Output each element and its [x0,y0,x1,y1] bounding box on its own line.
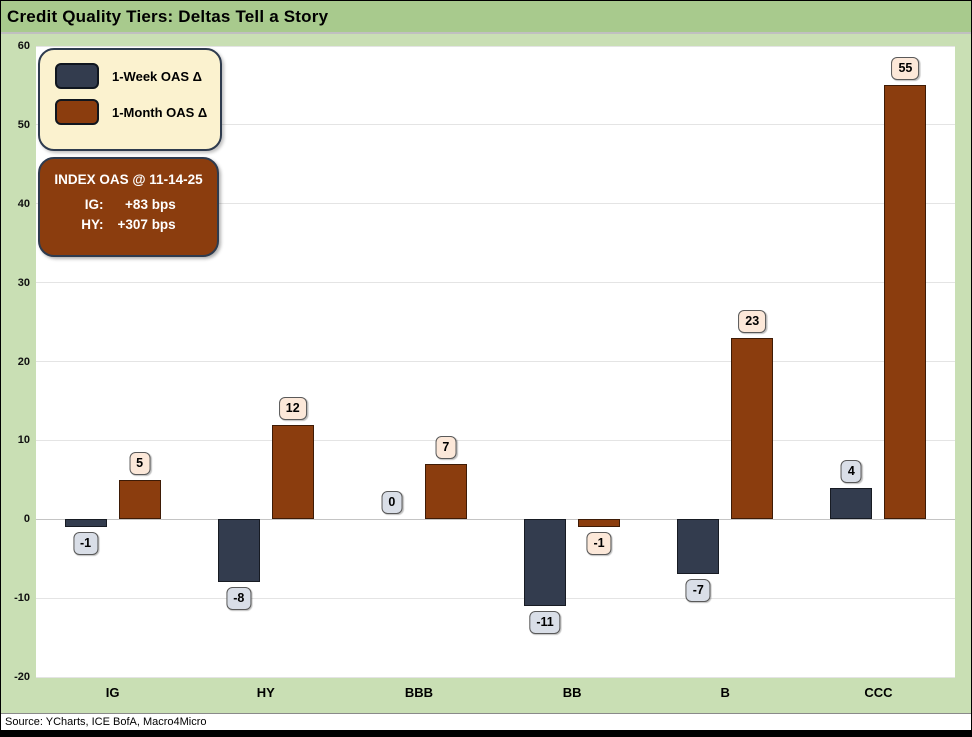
hy-oas-value: +307 bps [117,217,176,232]
x-axis-label-BB: BB [562,685,582,700]
month-series-swatch [55,99,99,125]
y-tick-label-30: 30 [17,276,30,289]
ig-oas-value: +83 bps [125,197,176,212]
bar-month-B [731,337,774,520]
x-axis-label-BBB: BBB [404,685,433,700]
value-label-week-BBB: 0 [381,491,403,515]
source-text: Source: YCharts, ICE BofA, Macro4Micro [5,716,207,728]
gridline-0 [36,518,955,520]
y-tick-label-50: 50 [17,118,30,131]
legend-label-month: 1-Month OAS Δ [112,104,208,120]
title-bar: Credit Quality Tiers: Deltas Tell a Stor… [1,1,971,34]
week-series-swatch [55,63,99,89]
y-tick-label-60: 60 [17,40,30,52]
ig-oas-label: IG: [84,197,104,212]
bar-week-B [677,519,720,575]
value-label-month-BBB: 7 [435,436,457,460]
gridline--10 [36,597,955,599]
bar-month-BB [578,519,621,528]
gridline-50 [36,124,955,126]
y-tick-label-20: 20 [17,355,30,368]
gridline-10 [36,439,955,441]
value-label-week-IG: -1 [73,532,99,556]
y-tick-label-10: 10 [17,434,30,447]
value-label-week-B: -7 [685,579,711,603]
chart-title: Credit Quality Tiers: Deltas Tell a Stor… [7,6,329,26]
legend-item-week: 1-Week OAS Δ [55,63,220,89]
y-tick-label--10: -10 [14,592,30,605]
legend-item-month: 1-Month OAS Δ [55,99,220,125]
bar-month-CCC [884,85,927,520]
value-label-month-B: 23 [738,309,767,333]
value-label-month-HY: 12 [278,396,307,420]
y-tick-label-0: 0 [23,513,30,526]
gridline-30 [36,282,955,284]
index-oas-heading: INDEX OAS @ 11-14-25 [54,172,203,187]
value-label-week-CCC: 4 [840,459,862,483]
source-strip: Source: YCharts, ICE BofA, Macro4Micro [1,713,971,730]
value-label-week-HY: -8 [226,587,252,611]
value-label-month-IG: 5 [129,451,151,475]
gridline-20 [36,361,955,362]
gridline-60 [36,45,955,47]
legend: 1-Week OAS Δ 1-Month OAS Δ [38,48,222,151]
value-label-month-BB: -1 [586,532,612,556]
value-label-month-CCC: 55 [891,57,920,81]
x-axis-label-HY: HY [256,685,275,700]
y-tick-label-40: 40 [17,197,30,210]
value-label-week-BB: -11 [529,611,561,634]
bar-week-BB [524,519,567,606]
x-axis-label-B: B [720,685,730,700]
bar-month-IG [118,479,161,520]
bar-month-HY [271,424,314,520]
bar-week-CCC [830,487,873,520]
hy-oas-label: HY: [81,217,104,232]
y-tick-label--20: -20 [14,671,30,683]
gridline--20 [36,676,955,678]
index-oas-callout: INDEX OAS @ 11-14-25 IG: +83 bps HY: +30… [38,157,219,257]
x-axis-label-IG: IG [105,685,120,700]
bar-week-IG [64,519,107,528]
gridline-40 [36,203,955,205]
bar-month-BBB [424,464,467,520]
index-oas-rows: IG: +83 bps HY: +307 bps [81,197,175,232]
bottom-border-bar [1,730,971,736]
legend-label-week: 1-Week OAS Δ [112,68,203,84]
x-axis-label-CCC: CCC [864,685,893,700]
bar-week-HY [217,519,260,583]
